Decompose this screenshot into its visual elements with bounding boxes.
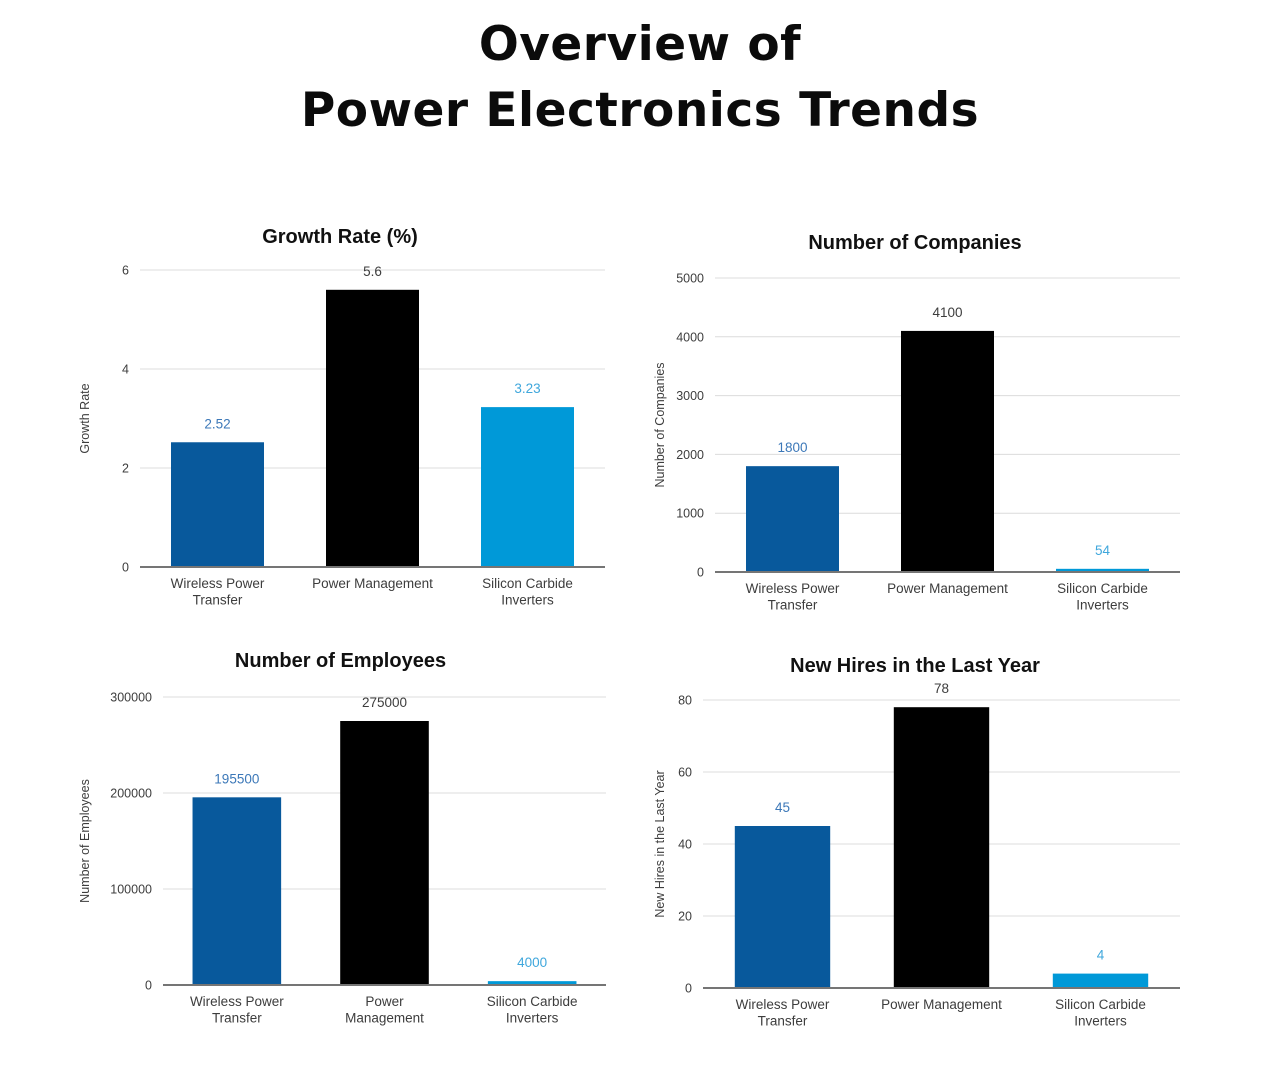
bar-value-label: 4100 xyxy=(932,305,962,320)
y-tick-label: 6 xyxy=(122,264,129,278)
x-category-label-power-management: Power Management xyxy=(345,994,424,1026)
y-tick-label: 0 xyxy=(145,979,152,993)
x-category-label-silicon-carbide-inverters: Silicon Carbide Inverters xyxy=(487,994,578,1026)
bar-wireless-power-transfer xyxy=(734,826,831,988)
chart-canvas: 0 20 40 60 80 New Hires in the Last Year 45 Wir… xyxy=(653,681,1180,1029)
y-tick-label: 0 xyxy=(697,566,704,580)
chart-canvas: 0 2 4 6 Growth Rate 2.52 Wireless Power Transfe… xyxy=(78,264,605,608)
page-title: Overview of Power Electronics Trends xyxy=(0,12,1280,144)
chart-growth-rate: Growth Rate (%) 0 2 4 6 Growth Rate 2.52 Wirele… xyxy=(75,224,605,636)
bar-value-label: 4 xyxy=(1097,948,1105,963)
y-tick-label: 5000 xyxy=(676,272,704,286)
bar-value-label: 275000 xyxy=(362,695,407,710)
bar-silicon-carbide-inverters xyxy=(487,981,577,985)
y-tick-label: 1000 xyxy=(676,507,704,521)
bar-silicon-carbide-inverters xyxy=(481,407,574,567)
chart-title: New Hires in the Last Year xyxy=(790,655,1040,677)
bar-value-label: 195500 xyxy=(214,771,259,786)
x-category-label-power-management: Power Management xyxy=(312,576,433,591)
bar-value-label: 78 xyxy=(934,681,949,696)
y-tick-label: 3000 xyxy=(676,389,704,403)
y-tick-label: 300000 xyxy=(110,691,152,705)
bar-value-label: 4000 xyxy=(517,955,547,970)
y-tick-label: 0 xyxy=(685,982,692,996)
x-category-label-wireless-power-transfer: Wireless Power Transfer xyxy=(190,994,284,1026)
page-title-line1: Overview of xyxy=(478,17,802,72)
chart-canvas: 0 100000 200000 300000 Number of Employees 19… xyxy=(78,691,606,1026)
bar-power-management xyxy=(901,330,994,572)
bar-power-management xyxy=(326,289,419,567)
bar-silicon-carbide-inverters xyxy=(1056,568,1149,572)
bar-value-label: 54 xyxy=(1095,543,1111,558)
bar-value-label: 45 xyxy=(775,800,790,815)
x-category-label-silicon-carbide-inverters: Silicon Carbide Inverters xyxy=(1055,997,1146,1029)
chart-title: Number of Employees xyxy=(234,650,447,672)
y-axis-label: Number of Companies xyxy=(653,362,667,487)
y-tick-label: 2000 xyxy=(676,448,704,462)
chart-number-of-employees: Number of Employees 0 100000 200000 300000 Nu… xyxy=(75,646,606,1058)
bar-value-label: 5.6 xyxy=(363,264,382,279)
y-axis-label: New Hires in the Last Year xyxy=(653,770,667,917)
y-axis-label: Number of Employees xyxy=(78,779,92,903)
bar-value-label: 3.23 xyxy=(514,381,540,396)
bar-power-management xyxy=(893,707,990,988)
bar-wireless-power-transfer xyxy=(171,442,264,567)
bar-wireless-power-transfer xyxy=(746,466,839,572)
y-tick-label: 60 xyxy=(678,766,692,780)
x-category-label-power-management: Power Management xyxy=(881,997,1002,1012)
y-tick-label: 40 xyxy=(678,838,692,852)
chart-new-hires-in-the-last-year: New Hires in the Last Year 0 20 40 60 80 New H… xyxy=(650,646,1180,1058)
bar-value-label: 2.52 xyxy=(204,416,230,431)
chart-title: Growth Rate (%) xyxy=(262,226,418,248)
bar-power-management xyxy=(340,721,429,985)
bar-silicon-carbide-inverters xyxy=(1052,973,1149,988)
x-category-label-wireless-power-transfer: Wireless Power Transfer xyxy=(171,576,265,608)
bar-value-label: 1800 xyxy=(777,440,807,455)
y-tick-label: 4000 xyxy=(676,330,704,344)
y-axis-label: Growth Rate xyxy=(78,383,92,453)
y-tick-label: 80 xyxy=(678,694,692,708)
x-category-label-wireless-power-transfer: Wireless Power Transfer xyxy=(736,997,830,1029)
x-category-label-silicon-carbide-inverters: Silicon Carbide Inverters xyxy=(1057,581,1148,613)
y-tick-label: 100000 xyxy=(110,883,152,897)
bar-wireless-power-transfer xyxy=(192,797,282,985)
y-tick-label: 20 xyxy=(678,910,692,924)
y-tick-label: 4 xyxy=(122,363,129,377)
page-title-line2: Power Electronics Trends xyxy=(300,82,980,138)
x-category-label-wireless-power-transfer: Wireless Power Transfer xyxy=(746,581,840,613)
x-category-label-power-management: Power Management xyxy=(887,581,1008,596)
y-tick-label: 0 xyxy=(122,561,129,575)
chart-number-of-companies: Number of Companies 0 1000 2000 3000 4000 5000… xyxy=(650,224,1180,636)
x-category-label-silicon-carbide-inverters: Silicon Carbide Inverters xyxy=(482,576,573,608)
chart-title: Number of Companies xyxy=(808,232,1022,254)
chart-canvas: 0 1000 2000 3000 4000 5000 Number of Companies… xyxy=(653,272,1180,613)
y-tick-label: 200000 xyxy=(110,787,152,801)
y-tick-label: 2 xyxy=(122,462,129,476)
